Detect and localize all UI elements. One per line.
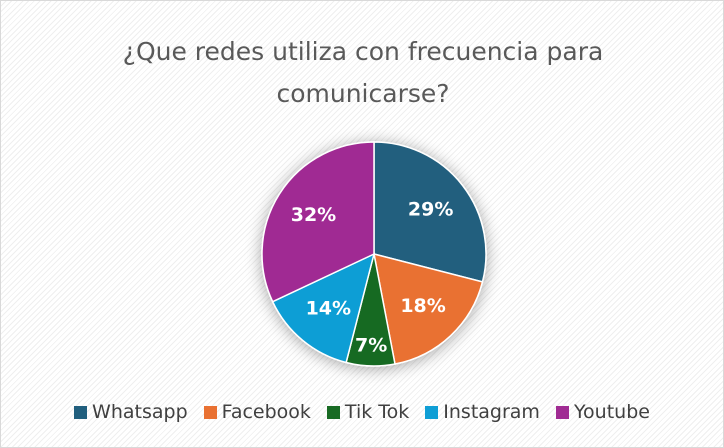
legend-item: Instagram <box>425 401 540 423</box>
legend-swatch <box>425 405 439 419</box>
legend-label: Whatsapp <box>92 401 188 423</box>
legend-swatch <box>203 405 217 419</box>
legend-swatch <box>326 405 340 419</box>
pie-slice <box>373 252 484 365</box>
legend-label: Youtube <box>573 401 650 423</box>
pie-slice <box>261 141 375 303</box>
legend: Whatsapp Facebook Tik Tok Instagram Youtube <box>1 401 723 423</box>
legend-label: Facebook <box>221 401 311 423</box>
data-label: 32% <box>291 204 336 226</box>
data-label: 18% <box>400 295 445 317</box>
data-label: 7% <box>355 334 387 356</box>
data-labels: 29% 18% 7%14% 32% <box>291 199 454 357</box>
pie-slice <box>271 252 376 364</box>
data-label: 29% <box>408 199 453 221</box>
pie <box>261 141 487 367</box>
legend-label: Instagram <box>443 401 540 423</box>
legend-item: Youtube <box>555 401 650 423</box>
legend-swatch <box>74 405 88 419</box>
data-label: 14% <box>306 298 351 320</box>
legend-swatch <box>555 405 569 419</box>
legend-item: Facebook <box>203 401 311 423</box>
legend-item: Whatsapp <box>74 401 188 423</box>
legend-item: Tik Tok <box>326 401 410 423</box>
pie-slice <box>373 141 487 283</box>
chart-title: ¿Que redes utiliza con frecuencia para c… <box>122 37 604 108</box>
legend-label: Tik Tok <box>344 401 410 423</box>
